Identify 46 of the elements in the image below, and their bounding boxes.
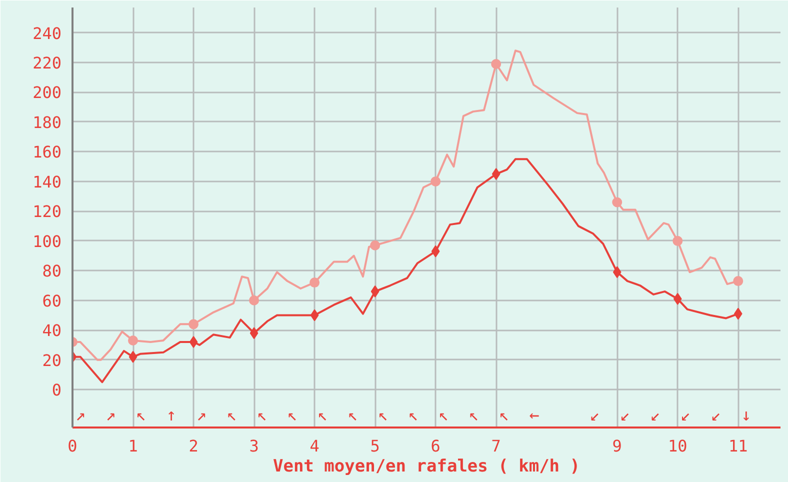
point xyxy=(370,285,380,298)
point xyxy=(672,236,683,246)
y-tick-label: 140 xyxy=(32,172,62,192)
point xyxy=(612,266,622,278)
x-tick-label: 3 xyxy=(249,436,259,456)
y-tick-label: 100 xyxy=(32,232,62,251)
y-tick-label: 20 xyxy=(42,350,62,370)
point xyxy=(250,327,258,340)
y-tick-label: 40 xyxy=(42,321,62,340)
point xyxy=(673,292,682,305)
y-tick-label: 240 xyxy=(32,24,62,43)
point xyxy=(128,336,138,346)
point xyxy=(492,168,500,180)
point xyxy=(612,197,622,208)
x-tick-label: 7 xyxy=(491,436,501,456)
point xyxy=(734,308,742,320)
point xyxy=(430,176,441,186)
point xyxy=(310,309,319,322)
annotation: ↗ ↗ ↖ ↑ ↗ ↖ ↖ ↖ ↖ ↖ ↖ ↖ ↖ ↖ ↖ ← ↙ ↙ ↙ ↙ ↙ ↓ xyxy=(76,404,752,424)
y-tick-label: 60 xyxy=(42,291,62,310)
x-tick-label: 11 xyxy=(728,436,748,456)
x-tick-label: 0 xyxy=(68,436,78,456)
x-tick-label: 10 xyxy=(668,436,688,456)
x-tick-label: 6 xyxy=(430,436,440,456)
point xyxy=(188,319,199,330)
y-tick-label: 200 xyxy=(32,83,62,102)
y-tick-label: 120 xyxy=(32,202,62,222)
y-tick-label: 160 xyxy=(32,142,62,162)
point xyxy=(189,336,198,348)
point xyxy=(310,278,320,288)
x-tick-label: 1 xyxy=(128,436,138,456)
point xyxy=(733,276,744,286)
x-tick-label: 4 xyxy=(310,436,320,456)
x-tick-label: 5 xyxy=(370,436,380,456)
point xyxy=(491,59,502,69)
y-tick-label: 80 xyxy=(42,262,62,281)
y-tick-label: 0 xyxy=(52,380,62,400)
y-tick-label: 180 xyxy=(32,112,62,132)
point xyxy=(370,240,380,250)
x-tick-label: 9 xyxy=(612,436,622,456)
y-tick-label: 220 xyxy=(32,54,62,73)
point xyxy=(431,245,440,258)
x-tick-label: 2 xyxy=(188,436,198,456)
point xyxy=(128,350,138,363)
x-axis-title: Vent moyen/en rafales ( km/h ) xyxy=(272,456,580,476)
point xyxy=(249,295,260,306)
